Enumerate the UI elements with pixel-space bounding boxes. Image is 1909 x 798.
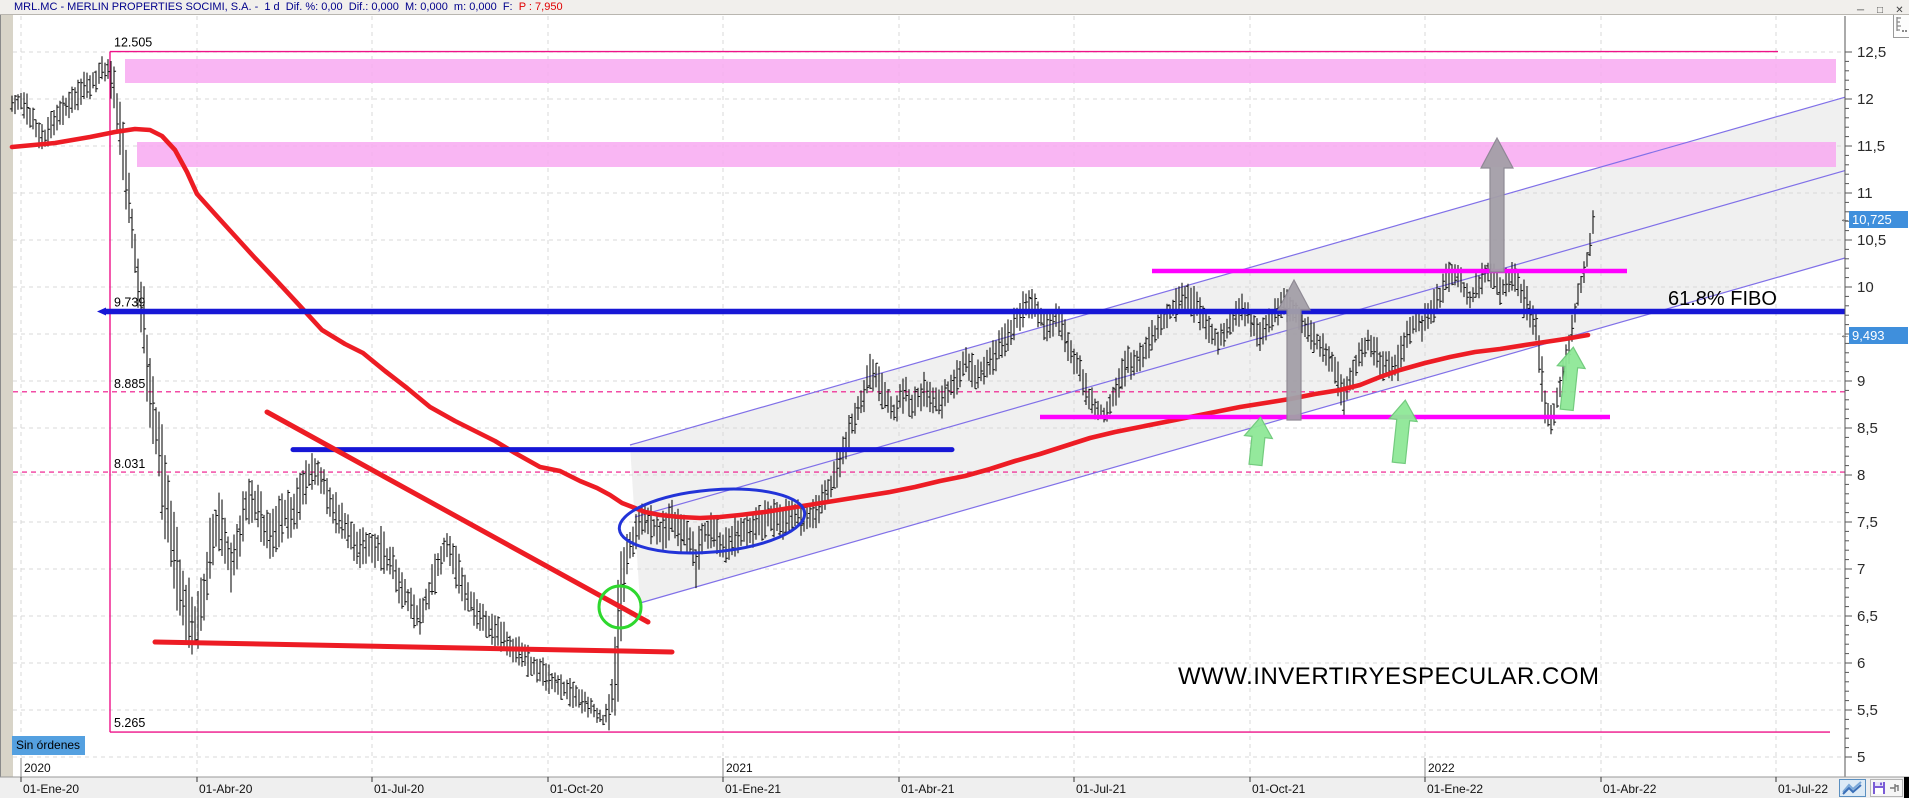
ohlc-ticks (9, 62, 1596, 725)
y-axis-label: 12,5 (1857, 44, 1886, 61)
y-axis-label: 6,5 (1857, 608, 1878, 625)
y-axis-label: 10 (1857, 279, 1874, 296)
y-axis-label: 11,5 (1857, 138, 1885, 155)
maximize-button[interactable]: □ (1877, 5, 1884, 16)
x-axis-date-label: 01-Ene-21 (725, 782, 781, 796)
y-axis-label: 5,5 (1857, 702, 1878, 719)
time-axis[interactable]: 01-Ene-20 01-Abr-20 01-Jul-20 01-Oct-20 01-E… (0, 758, 1909, 798)
x-axis-date-label: 01-Ene-22 (1427, 782, 1483, 796)
zigzag-icon (1842, 781, 1862, 795)
y-axis-label: 7,5 (1857, 514, 1878, 531)
x-axis-date-label: 01-Oct-20 (550, 782, 604, 796)
y-axis-label: 6 (1857, 655, 1865, 672)
axis-settings-icon[interactable] (1893, 14, 1909, 38)
channel-shading (630, 97, 1845, 603)
price-level-label: 12.505 (114, 36, 152, 50)
last-price-tag: 10,725 (1849, 211, 1908, 228)
trend-channel-line (634, 170, 1846, 518)
x-axis-date-label: 01-Abr-21 (901, 782, 955, 796)
green-up-arrow (1388, 399, 1419, 465)
save-icon (1873, 782, 1885, 794)
indicator-zigzag-button[interactable] (1839, 779, 1866, 797)
pin-icon (1890, 784, 1899, 792)
y-axis-label: 5 (1857, 749, 1865, 766)
x-axis-date-label: 01-Jul-21 (1076, 782, 1126, 796)
pink-bands-layer (125, 59, 1836, 167)
price-level-label: 8.031 (114, 457, 145, 471)
x-axis-year-label: 2022 (1428, 761, 1455, 775)
fibo-level-label: 61.8% FIBO (1668, 288, 1777, 310)
y-axis-label: 12 (1857, 91, 1874, 108)
moving-average-line (9, 126, 1591, 521)
fibo-line-left-arrow (97, 307, 106, 316)
channel-fill-layer (630, 97, 1845, 603)
resistance-zone-band (125, 59, 1836, 83)
breakout-circle (597, 584, 643, 630)
save-pin-toolbar[interactable] (1870, 779, 1903, 797)
x-axis-date-label: 01-Jul-20 (374, 782, 424, 796)
y-axis-label: 10,5 (1857, 232, 1886, 249)
title-bar: MRL.MC - MERLIN PROPERTIES SOCIMI, S.A. … (0, 0, 1909, 16)
left-gutter (0, 14, 15, 798)
green-up-arrow (1556, 346, 1587, 412)
consolidation-ellipse (617, 487, 807, 555)
candles-layer (9, 56, 1596, 731)
x-axis-year-label: 2020 (24, 761, 51, 775)
ma-price-tag: 9,493 (1849, 327, 1908, 344)
x-axis-year-label: 2021 (726, 761, 753, 775)
ma-tag-arrow-icon: ← (1840, 330, 1850, 341)
ma200-line (9, 126, 1591, 521)
gray-up-arrow (1277, 278, 1311, 421)
gray-up-arrow (1480, 136, 1514, 273)
price-level-label: 5.265 (114, 716, 145, 730)
ohlc-bars (11, 56, 1594, 731)
window-title: MRL.MC - MERLIN PROPERTIES SOCIMI, S.A. … (14, 0, 563, 14)
y-axis-label: 7 (1857, 561, 1865, 578)
y-axis-label: 8,5 (1857, 420, 1878, 437)
resistance-zone-band (137, 142, 1836, 167)
watermark-text: WWW.INVERTIRYESPECULAR.COM (1178, 663, 1600, 690)
arrows-layer (1243, 136, 1587, 467)
trend-channel-line (639, 257, 1846, 604)
price-tag-arrow-icon: ← (1840, 214, 1850, 225)
close-button[interactable]: ✕ (1895, 5, 1904, 16)
symbol-title-text: MRL.MC - MERLIN PROPERTIES SOCIMI, S.A. … (14, 1, 519, 13)
x-axis-date-label: 01-Oct-21 (1252, 782, 1306, 796)
price-level-label: 8.885 (114, 377, 145, 391)
corner-grip (1904, 777, 1909, 798)
x-axis-date-label: 01-Jul-22 (1778, 782, 1828, 796)
y-axis-label: 11 (1857, 185, 1873, 202)
green-up-arrow (1243, 416, 1274, 467)
last-price-text: P : 7,950 (518, 1, 563, 13)
minimize-button[interactable]: ─ (1857, 5, 1865, 16)
x-axis-date-label: 01-Abr-20 (199, 782, 253, 796)
red-trendline (152, 639, 675, 655)
x-axis-date-label: 01-Abr-22 (1603, 782, 1657, 796)
drawing-annotations-layer (97, 268, 1845, 655)
y-axis-label: 9 (1857, 373, 1865, 390)
y-axis-label: 8 (1857, 467, 1865, 484)
red-trendline (264, 409, 651, 625)
x-axis-date-label: 01-Ene-20 (23, 782, 79, 796)
window-controls: ─ □ ✕ (1853, 0, 1907, 16)
orders-status-badge: Sin órdenes (12, 736, 86, 755)
